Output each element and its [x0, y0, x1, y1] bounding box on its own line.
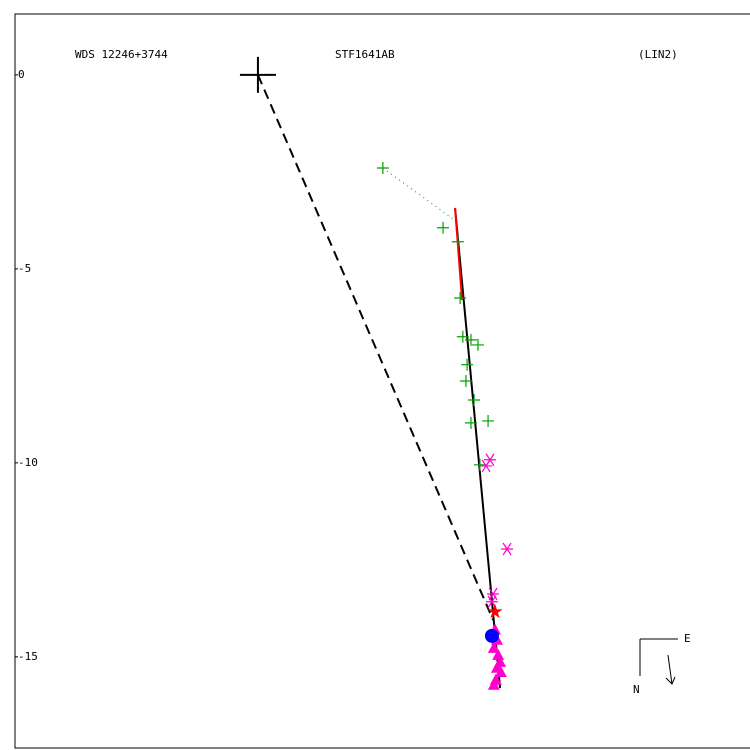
triangle-shape [487, 641, 500, 653]
star-shape [487, 603, 503, 619]
plus-shape [461, 358, 474, 371]
point [471, 338, 484, 351]
point [239, 56, 276, 93]
point [464, 333, 477, 346]
plot-frame [14, 13, 750, 749]
point [451, 235, 464, 248]
title-center: STF1641AB [335, 48, 395, 61]
point [459, 375, 472, 387]
y-tick-label: -10 [18, 456, 38, 469]
plus-shape [451, 235, 464, 248]
fit-line [257, 74, 495, 621]
point [494, 665, 507, 677]
asterisk-shape [480, 459, 493, 473]
plus-shape [482, 414, 495, 427]
y-tick-label: -15 [18, 650, 38, 663]
point [483, 453, 496, 467]
title-right: (LIN2) [638, 48, 678, 61]
plus-shape [473, 458, 486, 471]
asterisk-shape [501, 542, 514, 556]
point [468, 394, 481, 407]
point [454, 291, 467, 304]
asterisk-shape [487, 587, 500, 601]
point [437, 221, 450, 234]
title-left: WDS 12246+3744 [75, 48, 168, 61]
point [480, 459, 493, 473]
motion-arrow-head [665, 676, 676, 685]
point [473, 458, 486, 471]
compass-east: E [684, 632, 691, 645]
plus-shape [454, 291, 467, 304]
compass: E N [633, 632, 691, 696]
y-tick-label: 0 [18, 68, 25, 81]
triangle-shape [487, 678, 500, 690]
point [487, 678, 500, 690]
plus-shape [471, 338, 484, 351]
fit-line [382, 167, 456, 221]
circle-shape [484, 628, 499, 643]
point [464, 416, 477, 429]
triangle-shape [494, 665, 507, 677]
compass-north: N [633, 683, 640, 696]
point [376, 162, 389, 175]
motion-arrow [667, 654, 673, 685]
asterisk-shape [483, 453, 496, 467]
plus-shape [464, 333, 477, 346]
point [482, 414, 495, 427]
primary-cross-shape [239, 56, 276, 93]
point [487, 603, 503, 619]
point [487, 641, 500, 653]
point [461, 358, 474, 371]
point [492, 648, 505, 660]
point [484, 628, 499, 643]
plus-shape [376, 162, 389, 175]
point [487, 587, 500, 601]
fit-line [454, 207, 502, 688]
y-tick-label: -5 [18, 262, 31, 275]
fit-line [454, 207, 464, 300]
point [456, 330, 469, 343]
plus-shape [459, 375, 472, 387]
triangle-shape [492, 648, 505, 660]
plus-shape [464, 416, 477, 429]
plus-shape [437, 221, 450, 234]
point [501, 542, 514, 556]
plus-shape [456, 330, 469, 343]
plus-shape [468, 394, 481, 407]
